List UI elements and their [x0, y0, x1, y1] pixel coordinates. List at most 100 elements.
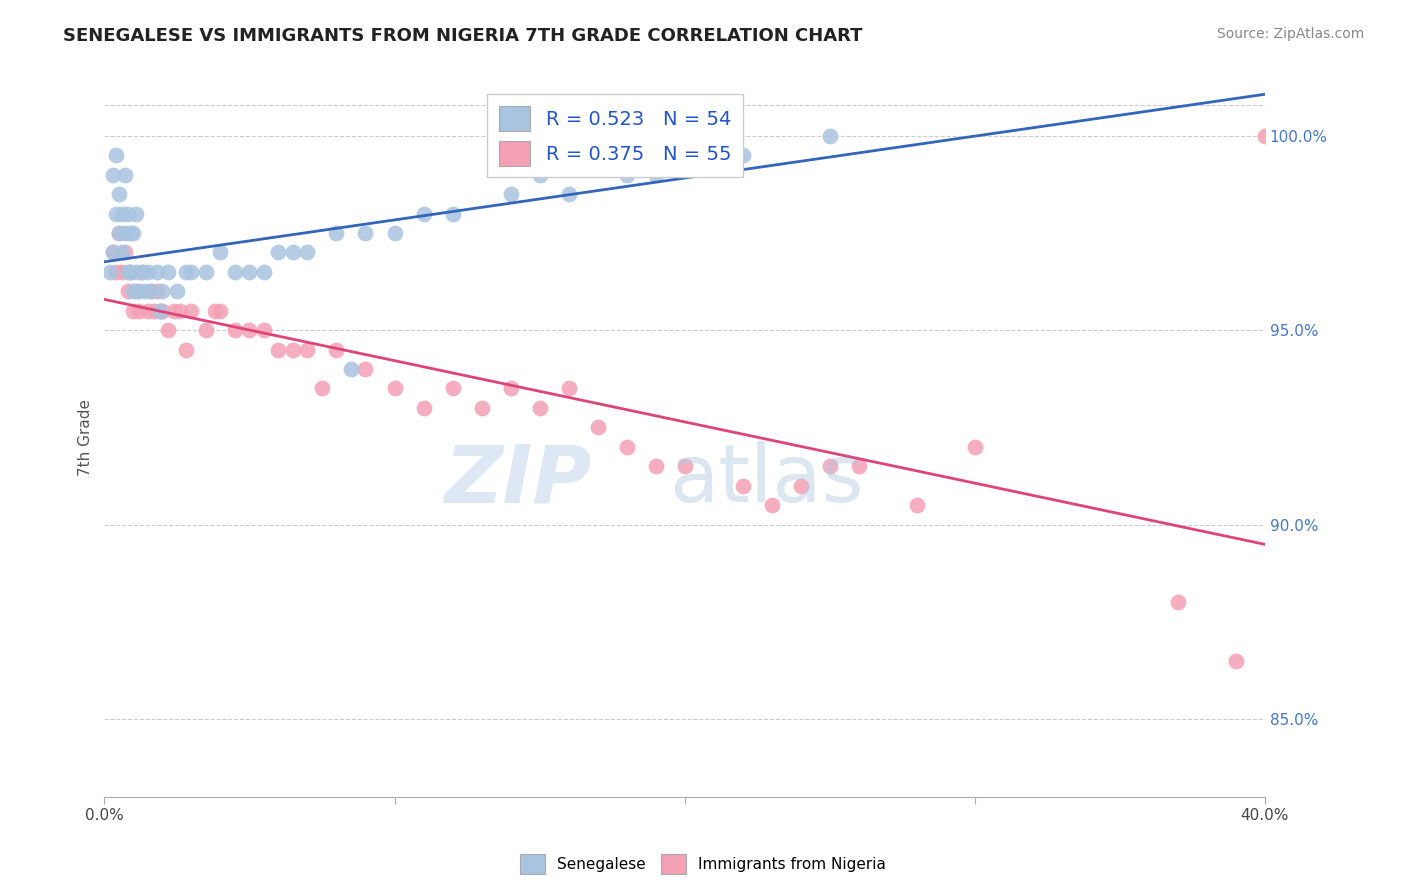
Point	[114, 226, 136, 240]
Point	[136, 303, 159, 318]
Point	[157, 323, 180, 337]
Point	[122, 226, 145, 240]
Text: SENEGALESE VS IMMIGRANTS FROM NIGERIA 7TH GRADE CORRELATION CHART: SENEGALESE VS IMMIGRANTS FROM NIGERIA 7T…	[63, 27, 863, 45]
Point	[142, 303, 165, 318]
Point	[644, 459, 666, 474]
Point	[1254, 128, 1277, 143]
Point	[1167, 595, 1189, 609]
Point	[616, 440, 638, 454]
Point	[163, 303, 186, 318]
Point	[114, 168, 136, 182]
Point	[354, 226, 377, 240]
Point	[120, 265, 142, 279]
Point	[108, 226, 131, 240]
Point	[384, 226, 406, 240]
Point	[117, 265, 139, 279]
Point	[128, 303, 150, 318]
Point	[818, 128, 841, 143]
Point	[125, 265, 148, 279]
Point	[297, 343, 319, 357]
Point	[224, 265, 246, 279]
Point	[122, 303, 145, 318]
Point	[120, 265, 142, 279]
Point	[131, 265, 153, 279]
Point	[108, 226, 131, 240]
Point	[281, 245, 304, 260]
Point	[166, 285, 188, 299]
Point	[586, 420, 609, 434]
Point	[180, 265, 202, 279]
Point	[98, 265, 121, 279]
Point	[111, 265, 134, 279]
Point	[412, 401, 434, 415]
Point	[325, 226, 347, 240]
Point	[963, 440, 986, 454]
Point	[325, 343, 347, 357]
Point	[174, 343, 197, 357]
Point	[114, 245, 136, 260]
Point	[731, 148, 754, 162]
Point	[848, 459, 870, 474]
Point	[139, 285, 162, 299]
Point	[340, 362, 363, 376]
Point	[354, 362, 377, 376]
Point	[136, 265, 159, 279]
Point	[209, 303, 232, 318]
Point	[148, 303, 170, 318]
Point	[412, 206, 434, 220]
Point	[297, 245, 319, 260]
Point	[905, 498, 928, 512]
Point	[120, 226, 142, 240]
Point	[557, 187, 579, 202]
Point	[125, 206, 148, 220]
Point	[616, 168, 638, 182]
Point	[180, 303, 202, 318]
Point	[145, 265, 167, 279]
Point	[673, 148, 696, 162]
Point	[108, 187, 131, 202]
Point	[134, 285, 156, 299]
Point	[128, 285, 150, 299]
Point	[441, 381, 464, 395]
Point	[204, 303, 226, 318]
Point	[267, 343, 290, 357]
Text: atlas: atlas	[669, 442, 863, 519]
Point	[253, 323, 276, 337]
Point	[131, 265, 153, 279]
Point	[111, 206, 134, 220]
Point	[111, 245, 134, 260]
Point	[174, 265, 197, 279]
Point	[384, 381, 406, 395]
Legend: R = 0.523   N = 54, R = 0.375   N = 55: R = 0.523 N = 54, R = 0.375 N = 55	[488, 95, 742, 178]
Point	[148, 303, 170, 318]
Point	[209, 245, 232, 260]
Point	[101, 245, 124, 260]
Point	[311, 381, 333, 395]
Point	[101, 245, 124, 260]
Point	[139, 285, 162, 299]
Point	[145, 285, 167, 299]
Point	[238, 323, 260, 337]
Point	[117, 285, 139, 299]
Point	[104, 206, 127, 220]
Point	[169, 303, 191, 318]
Point	[529, 401, 551, 415]
Legend: Senegalese, Immigrants from Nigeria: Senegalese, Immigrants from Nigeria	[515, 848, 891, 880]
Point	[152, 303, 174, 318]
Point	[125, 285, 148, 299]
Point	[238, 265, 260, 279]
Point	[470, 401, 492, 415]
Point	[253, 265, 276, 279]
Point	[818, 459, 841, 474]
Point	[104, 265, 127, 279]
Y-axis label: 7th Grade: 7th Grade	[79, 399, 93, 475]
Point	[731, 478, 754, 492]
Point	[281, 343, 304, 357]
Point	[224, 323, 246, 337]
Point	[529, 168, 551, 182]
Point	[152, 285, 174, 299]
Point	[104, 148, 127, 162]
Point	[194, 323, 217, 337]
Point	[1225, 654, 1247, 668]
Point	[267, 245, 290, 260]
